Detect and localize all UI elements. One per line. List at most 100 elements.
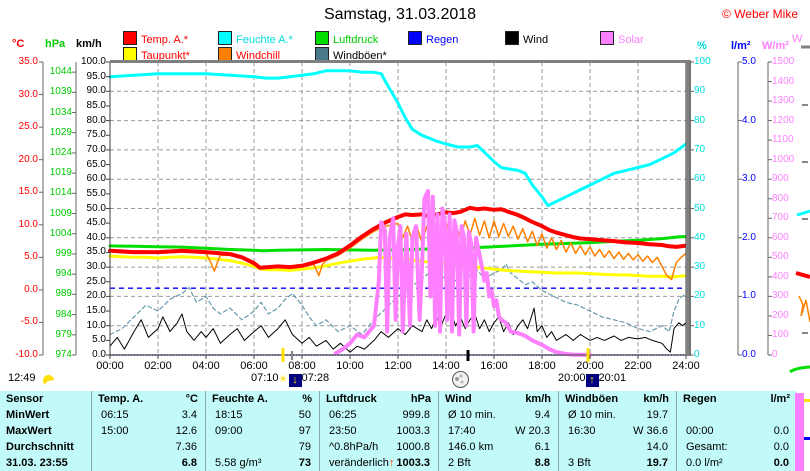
- series-solar: [333, 188, 592, 357]
- table-col-header: Feuchte A.: [212, 393, 268, 405]
- legend-color-box: [218, 31, 232, 45]
- next-panel-fragment: [789, 365, 810, 374]
- axis-tick-hpa: 984: [55, 308, 72, 320]
- next-panel-fragment: [804, 437, 810, 440]
- table-cell-text: 5.58 g/m³: [215, 457, 262, 469]
- table-col-unit: km/h: [643, 393, 669, 405]
- axis-tick-hpa: 989: [55, 288, 72, 300]
- axis-tick-hpa: 979: [55, 328, 72, 340]
- table-cell-value: 8.8: [534, 457, 550, 469]
- sunset-start: 20:00: [558, 372, 586, 384]
- sunset-arrow-icon: ↑: [585, 374, 599, 387]
- table-cell-text: 146.0 km: [448, 441, 494, 453]
- axis-tick-kmh: 50.0: [86, 202, 106, 214]
- axis-tick-kmh: 10.0: [86, 319, 106, 331]
- axis-tick-hpa: 994: [55, 268, 72, 280]
- axis-tick-temp: 35.0: [18, 56, 38, 67]
- axis-tick-temp: 5.0: [24, 251, 38, 263]
- table-cell-text: 18:15: [215, 409, 243, 421]
- sunrise-start: 07:10: [251, 372, 279, 384]
- table-col-header: Temp. A.: [98, 393, 144, 405]
- time-tick-label: 04:00: [192, 360, 220, 372]
- legend-item-luftdruck: Luftdruck: [315, 31, 378, 46]
- legend-item-feuchtea: Feuchte A.*: [218, 31, 293, 46]
- time-tick-label: 10:00: [336, 360, 364, 372]
- pressure-trend-arrow: ↑: [388, 457, 395, 469]
- moonrise-icon: [43, 375, 54, 386]
- axis-tick-kmh: 40.0: [86, 231, 106, 243]
- legend-color-box: [408, 31, 422, 45]
- table-col-header: Wind: [445, 393, 472, 405]
- legend-item-windben: Windböen*: [315, 47, 387, 62]
- axis-tick-hpa: 974: [55, 349, 72, 360]
- axis-tick-temp: 20.0: [18, 153, 38, 165]
- legend-label: Regen: [426, 34, 459, 46]
- axis-tick-hpa: 1029: [49, 126, 72, 138]
- axis-tick-wm2: 1200: [772, 114, 795, 126]
- table-cell-value: 6.8: [181, 457, 197, 469]
- moonrise-label: 12:49: [8, 372, 36, 384]
- legend-color-box: [505, 31, 519, 45]
- axis-tick-wm2: 300: [772, 290, 789, 302]
- table-cell-text: Ø 10 min.: [448, 409, 496, 421]
- axis-tick-wm2: 600: [772, 231, 789, 243]
- axis-tick-wm2: 900: [772, 173, 789, 185]
- series-feuchtea: [108, 69, 688, 208]
- table-cell-value: 14.0: [646, 441, 668, 453]
- legend-label: Wind: [523, 34, 549, 46]
- axis-tick-pct: 70: [694, 143, 706, 155]
- axis-unit-hpa: hPa: [45, 38, 66, 50]
- axis-tick-temp: -10.0: [15, 349, 38, 360]
- table-col-unit: %: [302, 393, 312, 405]
- table-cell-text: ^0.8hPa/h: [329, 441, 379, 453]
- table-cell-text: 15:00: [101, 425, 129, 437]
- axis-tick-hpa: 1034: [49, 106, 72, 118]
- axis-tick-temp: 10.0: [18, 218, 38, 230]
- axis-tick-wm2: 1400: [772, 75, 795, 87]
- time-tick-label: 24:00: [672, 360, 700, 372]
- axis-tick-kmh: 75.0: [86, 129, 106, 141]
- page-title: Samstag, 31.03.2018: [323, 6, 477, 23]
- axis-tick-lm2: 3.0: [742, 173, 756, 185]
- axis-tick-kmh: 15.0: [86, 305, 106, 317]
- sun-icon: ☀: [278, 374, 288, 385]
- axis-tick-kmh: 95.0: [86, 70, 106, 82]
- table-cell-text: 17:40: [448, 425, 476, 437]
- legend-label: Windchill: [236, 50, 281, 62]
- axis-tick-kmh: 0.0: [92, 349, 106, 360]
- axis-tick-kmh: 80.0: [86, 114, 106, 126]
- table-col-unit: °C: [185, 393, 198, 405]
- axis-tick-wm2: 1100: [772, 134, 794, 146]
- time-tick-label: 02:00: [144, 360, 172, 372]
- next-panel-fragment: [795, 271, 810, 279]
- next-panel-unit-fragment: W: [792, 33, 803, 45]
- table-cell-text: 0.0 l/m²: [686, 457, 723, 469]
- axis-tick-kmh: 60.0: [86, 173, 106, 185]
- legend-label: Taupunkt*: [141, 50, 190, 62]
- moon-phase-icon: [452, 371, 469, 388]
- table-col-header: Regen: [683, 393, 717, 405]
- axis-tick-pct: 30: [694, 261, 706, 273]
- axis-tick-temp: 0.0: [24, 283, 38, 295]
- table-row-label: MinWert: [6, 409, 50, 421]
- axis-tick-temp: 30.0: [18, 88, 38, 100]
- legend-item-tempa: Temp. A.*: [123, 31, 188, 46]
- axis-unit-temp: °C: [12, 38, 25, 50]
- axis-tick-kmh: 45.0: [86, 217, 106, 229]
- table-divider: [319, 391, 320, 471]
- table-row-label: 31.03. 23:55: [6, 457, 68, 469]
- table-cell-text: 06:25: [329, 409, 357, 421]
- table-cell-text: 06:15: [101, 409, 129, 421]
- time-tick-label: 20:00: [576, 360, 604, 372]
- sunrise-arrow-icon: ↓: [288, 374, 302, 387]
- time-tick-label: 00:00: [96, 360, 124, 372]
- next-panel-fragment: [804, 399, 810, 402]
- legend-item-windchill: Windchill: [218, 47, 281, 62]
- time-tick-label: 08:00: [288, 360, 316, 372]
- table-divider: [91, 391, 92, 471]
- table-col-unit: l/m²: [770, 393, 790, 405]
- time-tick-label: 22:00: [624, 360, 652, 372]
- table-cell-text: Ø 10 min.: [568, 409, 616, 421]
- axis-tick-pct: 0: [694, 349, 700, 360]
